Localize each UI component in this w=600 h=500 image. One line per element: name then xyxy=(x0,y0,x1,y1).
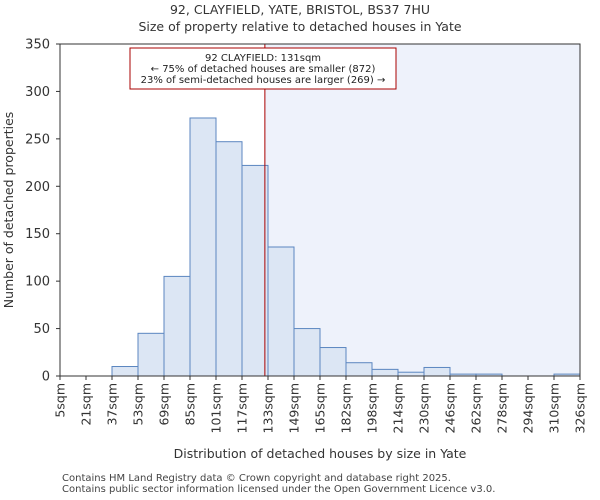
bar-230sqm xyxy=(423,366,451,377)
y-tick-label: 0 xyxy=(42,370,50,385)
footer-line-1: Contains HM Land Registry data © Crown c… xyxy=(62,473,451,484)
x-tick-label: 53sqm xyxy=(131,383,146,426)
chart-subtitle: Size of property relative to detached ho… xyxy=(138,19,462,34)
x-tick-label: 262sqm xyxy=(469,383,484,433)
x-tick-label: 246sqm xyxy=(443,383,458,433)
x-tick-label: 21sqm xyxy=(79,383,94,426)
x-tick-label: 214sqm xyxy=(391,383,406,433)
y-tick-label: 250 xyxy=(25,132,50,147)
y-tick-label: 100 xyxy=(25,275,50,290)
bar-53sqm xyxy=(137,332,165,377)
bar-37sqm xyxy=(111,366,139,377)
x-tick-label: 85sqm xyxy=(183,383,198,426)
x-tick-label: 198sqm xyxy=(365,383,380,433)
x-tick-label: 326sqm xyxy=(573,383,588,433)
x-tick-label: 5sqm xyxy=(53,383,68,418)
x-tick-label: 278sqm xyxy=(495,383,510,433)
y-tick-label: 350 xyxy=(25,38,50,53)
x-tick-label: 149sqm xyxy=(287,383,302,433)
bars-group xyxy=(111,117,581,377)
annotation-line-2: ← 75% of detached houses are smaller (87… xyxy=(151,64,376,75)
x-tick-label: 117sqm xyxy=(235,383,250,433)
annotation-line-1: 92 CLAYFIELD: 131sqm xyxy=(205,53,321,64)
x-tick-label: 133sqm xyxy=(261,383,276,433)
x-tick-label: 182sqm xyxy=(339,383,354,433)
bar-149sqm xyxy=(293,328,321,377)
x-tick-label: 165sqm xyxy=(313,383,328,433)
x-tick-label: 101sqm xyxy=(209,383,224,433)
bar-214sqm xyxy=(397,371,425,377)
y-tick-label: 50 xyxy=(33,322,50,337)
annotation-line-3: 23% of semi-detached houses are larger (… xyxy=(141,75,386,86)
y-axis-label: Number of detached properties xyxy=(1,112,16,309)
x-axis-label: Distribution of detached houses by size … xyxy=(174,446,467,461)
bar-198sqm xyxy=(371,368,399,377)
bar-182sqm xyxy=(345,362,373,377)
larger-region-highlight xyxy=(264,44,580,376)
chart-title: 92, CLAYFIELD, YATE, BRISTOL, BS37 7HU xyxy=(169,2,431,17)
x-tick-label: 230sqm xyxy=(417,383,432,433)
x-tick-label: 69sqm xyxy=(157,383,172,426)
x-tick-label: 37sqm xyxy=(105,383,120,426)
y-tick-label: 150 xyxy=(25,227,50,242)
bar-101sqm xyxy=(215,141,243,377)
x-axis: 5sqm 21sqm 37sqm 53sqm 69sqm 85sqm 101sqm 117sq… xyxy=(53,376,588,433)
bar-117sqm xyxy=(241,164,269,377)
bar-69sqm xyxy=(163,275,191,377)
footer-line-2: Contains public sector information licen… xyxy=(62,484,496,495)
y-axis: 0 50 100 150 200 250 300 350 xyxy=(25,38,60,385)
bar-85sqm xyxy=(189,117,217,377)
bar-133sqm xyxy=(267,246,295,377)
annotation-box xyxy=(129,47,397,90)
bar-165sqm xyxy=(319,347,347,377)
property-annotation: 92 CLAYFIELD: 131sqm ← 75% of detached h… xyxy=(129,47,397,90)
x-tick-label: 294sqm xyxy=(521,383,536,433)
y-tick-label: 300 xyxy=(25,85,50,100)
x-tick-label: 310sqm xyxy=(547,383,562,433)
y-tick-label: 200 xyxy=(25,180,50,195)
